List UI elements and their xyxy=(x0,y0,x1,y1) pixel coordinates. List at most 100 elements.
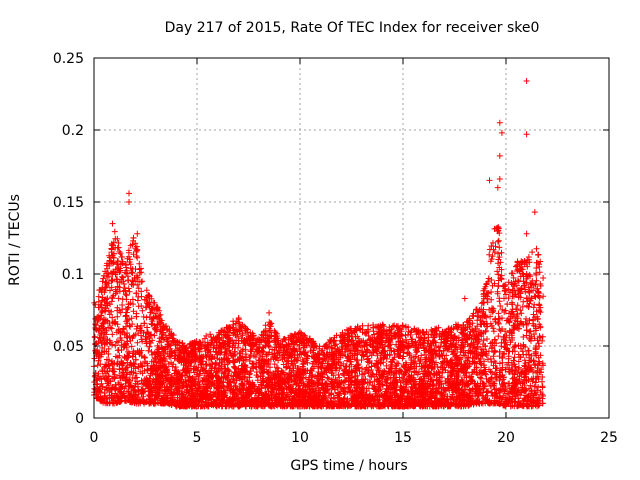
data-point xyxy=(121,284,128,291)
data-point xyxy=(487,355,494,362)
y-axis-label: ROTI / TECUs xyxy=(7,194,23,286)
data-point xyxy=(518,310,525,317)
data-point xyxy=(503,291,509,298)
data-point xyxy=(143,287,150,294)
data-point xyxy=(108,325,115,332)
data-point xyxy=(115,339,122,346)
data-point xyxy=(115,295,122,302)
data-point xyxy=(520,334,527,340)
data-point xyxy=(102,363,109,370)
data-point xyxy=(145,347,152,354)
data-point xyxy=(498,266,505,273)
data-point xyxy=(136,260,143,267)
data-point xyxy=(103,317,109,324)
data-point xyxy=(539,378,545,385)
chart-title: Day 217 of 2015, Rate Of TEC Index for r… xyxy=(165,20,540,36)
data-point xyxy=(490,353,497,360)
data-point xyxy=(201,335,208,342)
data-point xyxy=(134,274,141,281)
data-point xyxy=(484,388,491,395)
data-point xyxy=(436,353,443,360)
data-point xyxy=(133,325,140,332)
data-point xyxy=(335,371,342,378)
data-point xyxy=(497,303,504,309)
data-point xyxy=(396,374,403,381)
data-point xyxy=(141,354,148,360)
data-point xyxy=(139,307,146,314)
data-point xyxy=(123,309,130,316)
data-point xyxy=(531,361,538,368)
data-point xyxy=(494,290,501,297)
data-point xyxy=(95,293,102,300)
data-point xyxy=(126,288,133,295)
data-point xyxy=(172,364,179,371)
data-point xyxy=(112,342,119,349)
data-point xyxy=(284,357,291,364)
data-point xyxy=(510,344,517,351)
data-point xyxy=(328,344,335,351)
data-point xyxy=(537,334,544,341)
data-point xyxy=(528,364,535,371)
data-point xyxy=(477,374,484,381)
data-point xyxy=(440,359,447,366)
data-point xyxy=(260,378,267,385)
data-point xyxy=(128,269,135,276)
data-point xyxy=(198,345,205,352)
data-point xyxy=(140,313,147,320)
data-point xyxy=(352,373,359,380)
data-point xyxy=(511,354,518,361)
data-point xyxy=(111,228,118,235)
data-point xyxy=(138,303,145,309)
data-point xyxy=(307,348,314,354)
data-point xyxy=(322,390,329,397)
data-point xyxy=(490,308,497,315)
data-point xyxy=(138,288,145,295)
data-point xyxy=(115,347,122,353)
data-point xyxy=(271,361,278,368)
data-point xyxy=(486,246,493,253)
data-point xyxy=(230,359,237,366)
data-point xyxy=(143,314,150,321)
data-point xyxy=(536,294,543,301)
data-point xyxy=(126,334,133,340)
data-point xyxy=(439,360,445,367)
data-point xyxy=(239,353,246,360)
data-point xyxy=(495,310,502,317)
data-point xyxy=(128,315,135,322)
data-point xyxy=(95,370,102,377)
data-point xyxy=(262,322,269,329)
data-point xyxy=(109,295,116,302)
data-point xyxy=(539,337,546,344)
data-point xyxy=(432,351,439,358)
data-point xyxy=(490,328,497,335)
data-point xyxy=(499,315,505,322)
data-point xyxy=(514,302,521,309)
data-point xyxy=(515,294,522,301)
data-point xyxy=(113,338,120,345)
data-point xyxy=(91,333,98,340)
data-point xyxy=(488,289,495,295)
data-point xyxy=(111,374,118,381)
data-point xyxy=(134,339,141,346)
data-point xyxy=(531,293,538,300)
data-points xyxy=(91,78,547,410)
data-point xyxy=(495,271,502,278)
data-point xyxy=(540,293,547,300)
data-point xyxy=(280,361,287,368)
data-point xyxy=(135,285,142,292)
data-point xyxy=(529,378,536,385)
data-point xyxy=(418,352,425,359)
data-point xyxy=(364,368,371,374)
data-point xyxy=(494,268,501,275)
data-point xyxy=(394,360,400,367)
data-point xyxy=(414,348,421,355)
data-point xyxy=(123,364,130,371)
data-point xyxy=(496,244,503,251)
data-point xyxy=(207,331,214,338)
data-point xyxy=(324,374,331,381)
data-point xyxy=(285,360,292,367)
data-point xyxy=(505,286,512,293)
data-point xyxy=(94,362,101,369)
data-point xyxy=(366,379,373,386)
